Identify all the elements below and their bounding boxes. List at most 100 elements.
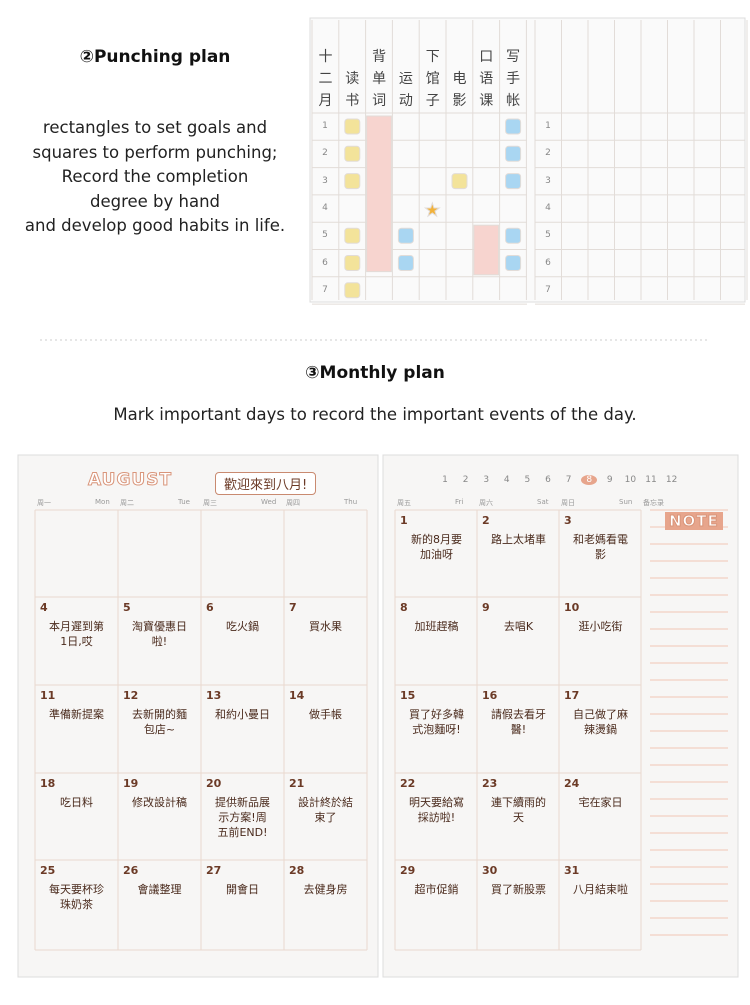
day-note: 本月遲到第1日,哎 xyxy=(49,620,104,648)
day-note: 修改設計稿 xyxy=(132,796,187,809)
day-number: 13 xyxy=(206,689,222,702)
month-number: 3 xyxy=(483,475,490,485)
day-note: 新的8月要加油呀 xyxy=(411,533,462,561)
day-number: 22 xyxy=(400,777,416,790)
day-number: 7 xyxy=(289,601,297,614)
day-number: 6 xyxy=(206,601,214,614)
habit-header: 运动 xyxy=(398,71,413,109)
description-line: and develop good habits in life. xyxy=(24,216,286,236)
row-number: 2 xyxy=(545,148,551,159)
check-square xyxy=(344,118,361,135)
weekday: 周二 xyxy=(120,499,134,507)
habit-header: 写手帐 xyxy=(506,49,521,109)
day-number: 14 xyxy=(289,689,305,702)
habit-header: 下馆子 xyxy=(425,49,440,109)
month-number: 5 xyxy=(524,475,531,485)
day-number: 31 xyxy=(564,864,580,877)
day-number: 8 xyxy=(400,601,408,614)
day-note: 宅在家日 xyxy=(578,796,623,809)
day-number: 27 xyxy=(206,864,222,877)
description: rectangles to set goals and squares to pe… xyxy=(0,116,310,239)
day-number: 24 xyxy=(564,777,580,790)
day-note: 逛小吃街 xyxy=(578,620,623,633)
weekday-en: Mon xyxy=(95,498,110,506)
day-note: 去唱K xyxy=(503,620,534,633)
description-line: squares to perform punching; xyxy=(32,142,278,162)
month-number: 10 xyxy=(624,475,637,485)
weekday-en: Sat xyxy=(537,498,549,506)
row-number: 1 xyxy=(545,121,551,131)
day-note: 提供新品展示方案!周五前END! xyxy=(215,796,270,839)
goal-rect xyxy=(366,115,392,273)
day-note: 淘寶優惠日啦! xyxy=(132,620,187,648)
description-line: degree by hand xyxy=(89,191,221,211)
day-number: 19 xyxy=(123,777,139,790)
row-number: 4 xyxy=(545,202,551,213)
day-number: 10 xyxy=(564,601,580,614)
row-number: 1 xyxy=(322,121,328,131)
day-note: 和約小曼日 xyxy=(215,708,270,721)
day-note: 每天要杯珍珠奶茶 xyxy=(49,883,104,911)
day-number: 18 xyxy=(40,777,56,790)
habit-header: 读书 xyxy=(345,71,360,109)
weekday-en: Wed xyxy=(261,498,277,506)
day-number: 11 xyxy=(40,689,56,702)
day-number: 20 xyxy=(206,777,222,790)
check-square xyxy=(505,145,522,162)
row-number: 3 xyxy=(322,175,328,186)
month-name: AUGUST xyxy=(87,470,173,491)
weekday: 周三 xyxy=(203,499,217,507)
weekday: 周五 xyxy=(397,499,411,507)
month-number: 7 xyxy=(565,475,572,485)
month-number: 11 xyxy=(645,475,657,485)
month-number: 2 xyxy=(462,475,469,485)
day-note: 八月結束啦 xyxy=(573,883,628,896)
day-number: 15 xyxy=(400,689,416,702)
row-number: 4 xyxy=(322,202,328,213)
row-number: 3 xyxy=(545,175,551,186)
goal-rect xyxy=(473,224,500,276)
day-note: 買了新股票 xyxy=(491,883,546,896)
month-number: 1 xyxy=(442,475,448,485)
description-line: Record the completion xyxy=(61,167,249,187)
weekday: 周四 xyxy=(286,499,300,507)
weekday-en: Tue xyxy=(178,498,190,506)
day-note: 明天要給寫採訪啦! xyxy=(409,796,464,824)
month-number: 12 xyxy=(665,475,678,485)
check-square xyxy=(505,173,522,190)
day-number: 23 xyxy=(482,777,498,790)
row-number: 2 xyxy=(322,148,328,159)
row-number: 7 xyxy=(545,284,551,295)
row-number: 7 xyxy=(322,284,328,295)
day-number: 3 xyxy=(564,514,572,527)
day-note: 吃火鍋 xyxy=(226,620,259,633)
day-note: 去健身房 xyxy=(303,883,348,896)
check-square xyxy=(344,227,361,244)
day-number: 29 xyxy=(400,864,416,877)
day-note: 會議整理 xyxy=(137,883,182,896)
day-note: 去新開的麵包店~ xyxy=(132,708,187,736)
section-title: ③Monthly plan xyxy=(305,363,445,383)
month-number: 4 xyxy=(503,475,510,485)
check-square xyxy=(397,255,414,271)
day-note: 加班趕稿 xyxy=(414,620,459,633)
month-number: 8 xyxy=(581,475,598,485)
month-number: 9 xyxy=(606,475,613,485)
day-number: 16 xyxy=(482,689,498,702)
weekday: 备忘录 xyxy=(643,499,664,507)
month-header: 十二月 xyxy=(318,49,333,109)
day-number: 28 xyxy=(289,864,305,877)
day-note: 設計終於結束了 xyxy=(298,796,353,824)
description-line: rectangles to set goals and xyxy=(42,118,268,137)
day-note: 做手帳 xyxy=(309,708,342,721)
day-note: 超市促銷 xyxy=(414,883,459,896)
weekday: 周一 xyxy=(37,499,51,507)
weekday: 周六 xyxy=(479,499,493,507)
day-number: 5 xyxy=(123,601,131,614)
day-number: 17 xyxy=(564,689,580,702)
check-square xyxy=(505,255,522,271)
day-number: 30 xyxy=(482,864,498,877)
day-number: 4 xyxy=(40,601,48,614)
row-number: 5 xyxy=(322,230,328,241)
